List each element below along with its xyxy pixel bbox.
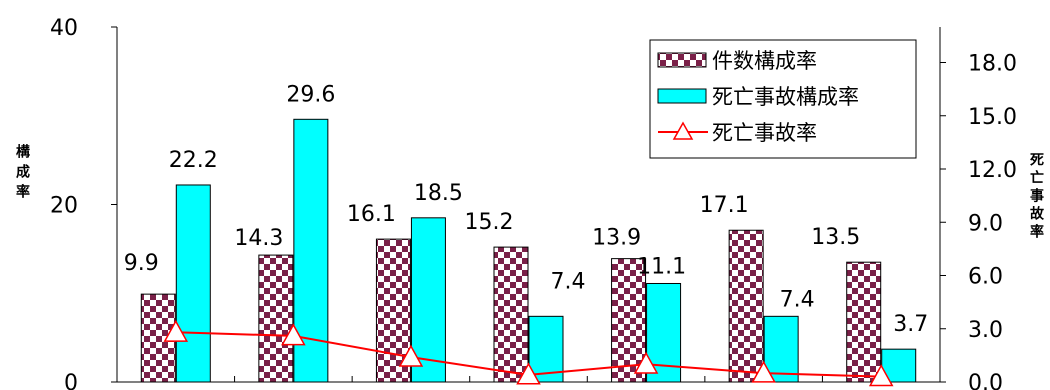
legend-entry-label: 死亡事故率 (712, 121, 817, 145)
y-left-tick-label: 20 (50, 194, 78, 219)
data-label-件数構成率: 15.2 (465, 210, 514, 235)
legend-entry-label: 件数構成率 (712, 49, 817, 73)
bar-件数構成率 (846, 261, 882, 383)
bar-死亡事故構成率 (410, 217, 446, 383)
bar-件数構成率 (493, 246, 529, 383)
point-死亡事故率 (398, 344, 424, 367)
line-series (163, 319, 894, 387)
point-死亡事故率 (751, 360, 776, 383)
data-label-死亡事故構成率: 3.7 (893, 312, 928, 337)
y-right-tick-label: 3.0 (968, 318, 1003, 343)
bar-件数構成率 (258, 254, 294, 383)
data-label-死亡事故構成率: 7.4 (551, 269, 586, 294)
axis-titles: 構成率 死亡事故率 (14, 143, 1045, 242)
data-label-死亡事故構成率: 22.2 (169, 148, 218, 173)
data-label-件数構成率: 16.1 (347, 202, 396, 227)
bar-死亡事故構成率 (175, 184, 211, 383)
data-label-死亡事故構成率: 29.6 (286, 82, 335, 107)
legend-marker-triangle-icon (672, 121, 694, 140)
y-left-tick-label: 40 (50, 16, 78, 41)
y-right-tick-label: 9.0 (968, 211, 1003, 236)
data-labels: 9.922.214.329.616.118.515.27.413.911.117… (124, 82, 928, 337)
y-right-axis-title: 死亡事故率 (1028, 152, 1045, 242)
bar-件数構成率 (611, 258, 647, 383)
data-label-死亡事故構成率: 11.1 (637, 254, 686, 279)
data-label-件数構成率: 13.9 (592, 226, 641, 251)
axes: 0 20 40 0.0 3.0 6.0 9.0 12.0 15.0 18.0 (50, 16, 1017, 390)
data-label-件数構成率: 14.3 (234, 226, 283, 251)
y-right-tick-label: 15.0 (968, 105, 1017, 130)
data-label-死亡事故構成率: 18.5 (414, 181, 463, 206)
point-死亡事故率 (868, 364, 894, 387)
bar-件数構成率 (728, 229, 764, 383)
bar-件数構成率 (140, 293, 176, 383)
bar-死亡事故構成率 (528, 315, 564, 383)
point-死亡事故率 (516, 362, 541, 385)
y-right-tick-label: 0.0 (968, 371, 1003, 390)
data-label-死亡事故構成率: 7.4 (780, 287, 815, 312)
y-left-tick-label: 0 (64, 371, 78, 390)
legend-swatch-死亡事故構成率 (657, 88, 707, 104)
data-label-件数構成率: 9.9 (124, 251, 159, 276)
y-right-tick-label: 6.0 (968, 265, 1003, 290)
bar-死亡事故構成率 (763, 315, 799, 383)
legend-swatch-件数構成率 (657, 52, 707, 68)
y-right-tick-label: 12.0 (968, 158, 1017, 183)
point-死亡事故率 (163, 319, 189, 342)
data-label-件数構成率: 17.1 (700, 193, 749, 218)
data-label-件数構成率: 13.5 (811, 225, 860, 250)
point-死亡事故率 (633, 351, 659, 374)
y-left-axis-title: 構成率 (14, 143, 30, 204)
point-死亡事故率 (281, 323, 306, 346)
legend-entry-label: 死亡事故構成率 (712, 85, 859, 109)
y-right-tick-label: 18.0 (968, 52, 1017, 77)
